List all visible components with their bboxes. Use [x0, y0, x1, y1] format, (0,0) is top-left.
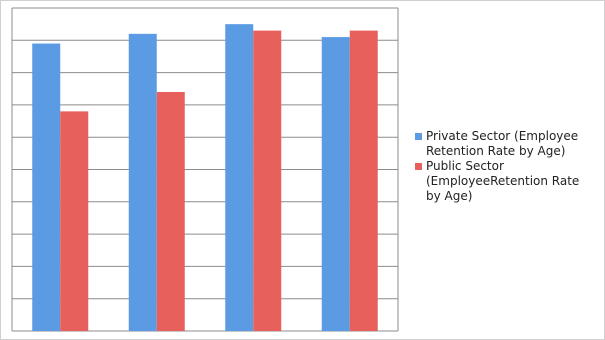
legend-item: Public Sector (EmployeeRetention Rate by… — [415, 159, 597, 204]
bar — [156, 91, 185, 331]
bar — [60, 111, 89, 331]
legend-label: Public Sector (EmployeeRetention Rate by… — [426, 159, 580, 203]
bar — [128, 33, 157, 332]
legend: Private Sector (Employee Retention Rate … — [415, 129, 597, 204]
bar — [253, 30, 282, 332]
legend-swatch — [415, 163, 422, 170]
legend-label: Private Sector (Employee Retention Rate … — [426, 129, 579, 158]
bar — [32, 43, 61, 331]
bar — [321, 37, 350, 331]
legend-swatch — [415, 133, 422, 140]
bar — [225, 24, 254, 332]
legend-item: Private Sector (Employee Retention Rate … — [415, 129, 597, 159]
bar — [349, 30, 378, 332]
